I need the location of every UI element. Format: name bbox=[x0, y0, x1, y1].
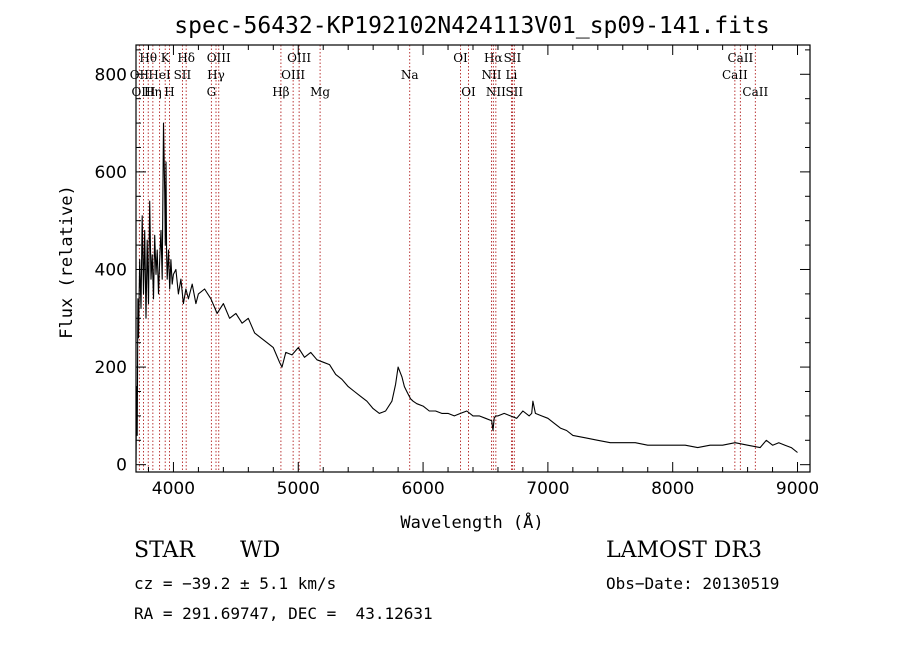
x-tick-label-5000: 5000 bbox=[277, 479, 320, 499]
spectral-line-label-13: OIII bbox=[281, 68, 305, 82]
survey-name: LAMOST DR3 bbox=[606, 538, 762, 563]
spectral-line-label-24: SII bbox=[505, 85, 523, 99]
spectral-line-label-10: Hγ bbox=[207, 68, 225, 82]
object-class: STAR bbox=[134, 538, 195, 563]
observation-date: Obs−Date: 20130519 bbox=[606, 574, 780, 593]
x-tick-label-8000: 8000 bbox=[651, 479, 694, 499]
spectral-line-label-17: OI bbox=[453, 51, 468, 65]
spectral-line-label-16: Na bbox=[401, 68, 419, 82]
axis-ticks: 4000 5000 6000 7000 8000 9000 0 200 400 600 800 bbox=[95, 45, 819, 499]
spectral-line-label-19: Hα bbox=[484, 51, 503, 65]
y-tick-label-200: 200 bbox=[95, 358, 127, 378]
spectral-line-label-0: Hθ bbox=[139, 51, 157, 65]
y-tick-label-0: 0 bbox=[116, 456, 127, 476]
spectral-line-label-1: OII bbox=[130, 68, 150, 82]
chart-title: spec-56432-KP192102N424113V01_sp09-141.f… bbox=[174, 13, 769, 39]
spectral-line-label-6: Hδ bbox=[177, 51, 195, 65]
coordinates-readout: RA = 291.69747, DEC = 43.12631 bbox=[134, 604, 433, 623]
spectral-line-label-7: SII bbox=[174, 68, 192, 82]
y-tick-label-800: 800 bbox=[95, 65, 127, 85]
y-tick-label-600: 600 bbox=[95, 163, 127, 183]
x-tick-label-9000: 9000 bbox=[776, 479, 819, 499]
spectral-line-label-26: CaII bbox=[722, 68, 748, 82]
x-tick-label-7000: 7000 bbox=[526, 479, 569, 499]
spectral-line-label-2: OIII bbox=[131, 85, 155, 99]
spectral-line-label-9: OIII bbox=[207, 51, 231, 65]
spectral-line-label-27: CaII bbox=[742, 85, 768, 99]
spectral-line-label-20: NII bbox=[481, 68, 501, 82]
spectral-line-label-15: Mg bbox=[310, 85, 330, 99]
spectral-line-label-11: G bbox=[207, 85, 217, 99]
plot-area-border bbox=[135, 44, 811, 473]
spectral-line-label-12: OIII bbox=[287, 51, 311, 65]
spectral-line-label-21: NII bbox=[486, 85, 506, 99]
y-tick-label-400: 400 bbox=[95, 260, 127, 280]
spectral-line-label-23: Li bbox=[506, 68, 518, 82]
x-axis-label: Wavelength (Å) bbox=[400, 511, 543, 533]
plot-frame bbox=[135, 44, 811, 473]
object-subclass: WD bbox=[240, 538, 281, 563]
spectral-line-label-22: SII bbox=[504, 51, 522, 65]
x-tick-label-6000: 6000 bbox=[401, 479, 444, 499]
series-line-flux bbox=[135, 122, 798, 463]
spectral-line-label-3: K bbox=[161, 51, 171, 65]
spectral-line-label-14: Hβ bbox=[272, 85, 289, 99]
redshift-readout: cz = −39.2 ± 5.1 km/s bbox=[134, 574, 337, 593]
spectral-line-label-18: OI bbox=[461, 85, 476, 99]
spectral-line-label-8: H bbox=[164, 85, 174, 99]
series-layer bbox=[135, 122, 798, 463]
x-tick-label-4000: 4000 bbox=[152, 479, 195, 499]
spectral-line-label-25: CaII bbox=[727, 51, 753, 65]
spectral-line-label-4: HeI bbox=[148, 68, 171, 82]
spectral-line-label-5: Hη bbox=[144, 85, 162, 99]
y-axis-label: Flux (relative) bbox=[57, 185, 77, 339]
